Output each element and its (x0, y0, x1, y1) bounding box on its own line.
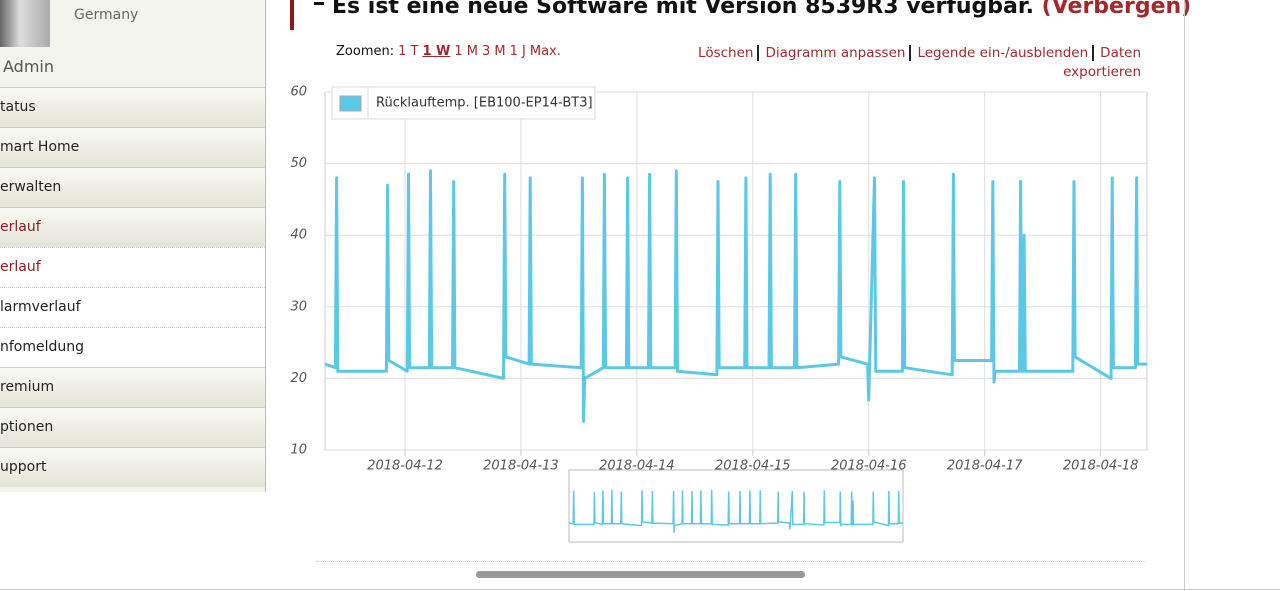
navigator-line (568, 489, 903, 534)
legend (331, 86, 596, 120)
y-tick-label: 40 (290, 228, 307, 243)
action-link[interactable]: Diagramm anpassen (757, 45, 906, 61)
menu-item[interactable]: erlauf (0, 207, 265, 247)
legend-swatch (339, 95, 362, 112)
notice-bar (290, 0, 294, 30)
x-tick-label: 2018-04-13 (483, 459, 559, 474)
hide-link[interactable]: (Verbergen) (1041, 0, 1192, 19)
plot-area (324, 91, 1148, 451)
zoom-link[interactable]: 1 J (509, 44, 526, 59)
y-tick-label: 30 (290, 299, 307, 314)
notice-text: Es ist eine neue Software mit Version 85… (332, 0, 1034, 19)
menu-item[interactable]: erwalten (0, 167, 265, 207)
bottom-border (0, 589, 1280, 590)
zoom-link[interactable]: 1 T (398, 44, 419, 59)
scrollbar[interactable] (476, 571, 805, 578)
x-tick-label: 2018-04-17 (947, 459, 1023, 474)
x-tick-label: 2018-04-12 (367, 459, 443, 474)
y-tick-label: 50 (290, 156, 307, 171)
legend-label: Rücklauftemp. [EB100-EP14-BT3] (376, 96, 593, 111)
notice: Es ist eine neue Software mit Version 85… (314, 0, 1191, 19)
navigator (568, 469, 904, 543)
submenu-item[interactable]: larmverlauf (0, 287, 265, 327)
notice-icon (314, 0, 324, 5)
y-tick-label: 20 (290, 371, 307, 386)
action-link[interactable]: Legende ein-/ausblenden (909, 45, 1089, 61)
user-name: Admin (3, 57, 54, 76)
actions: Löschen Diagramm anpassen Legende ein-/aus… (660, 44, 1141, 82)
menu-item[interactable]: mart Home (0, 127, 265, 167)
divider (316, 561, 1146, 562)
y-tick-label: 60 (290, 85, 307, 100)
y-tick-label: 10 (290, 443, 307, 458)
zoom-link[interactable]: 1 M (454, 44, 478, 59)
data-line (324, 169, 1147, 423)
submenu-item[interactable]: nfomeldung (0, 327, 265, 367)
avatar (0, 0, 50, 47)
menu-item[interactable]: ptionen (0, 407, 265, 447)
content-border (1184, 0, 1185, 591)
zoom-label: Zoomen: (336, 44, 395, 59)
zoom-link[interactable]: Max. (529, 44, 561, 59)
menu-item[interactable]: upport (0, 447, 265, 487)
menu-item[interactable]: tatus (0, 87, 265, 127)
menu: tatus mart Home erwalten erlauf erlauf l… (0, 87, 265, 487)
x-tick-label: 2018-04-18 (1063, 459, 1139, 474)
submenu-item[interactable]: erlauf (0, 247, 265, 287)
menu-item[interactable]: remium (0, 367, 265, 407)
zoom-link[interactable]: 3 M (482, 44, 506, 59)
action-link[interactable]: Daten exportieren (1063, 45, 1141, 80)
location: Germany (74, 7, 139, 23)
sidebar: Germany Admin tatus mart Home erwalten e… (0, 0, 266, 492)
zoom-link[interactable]: 1 W (422, 44, 451, 59)
action-link[interactable]: Löschen (698, 45, 754, 61)
